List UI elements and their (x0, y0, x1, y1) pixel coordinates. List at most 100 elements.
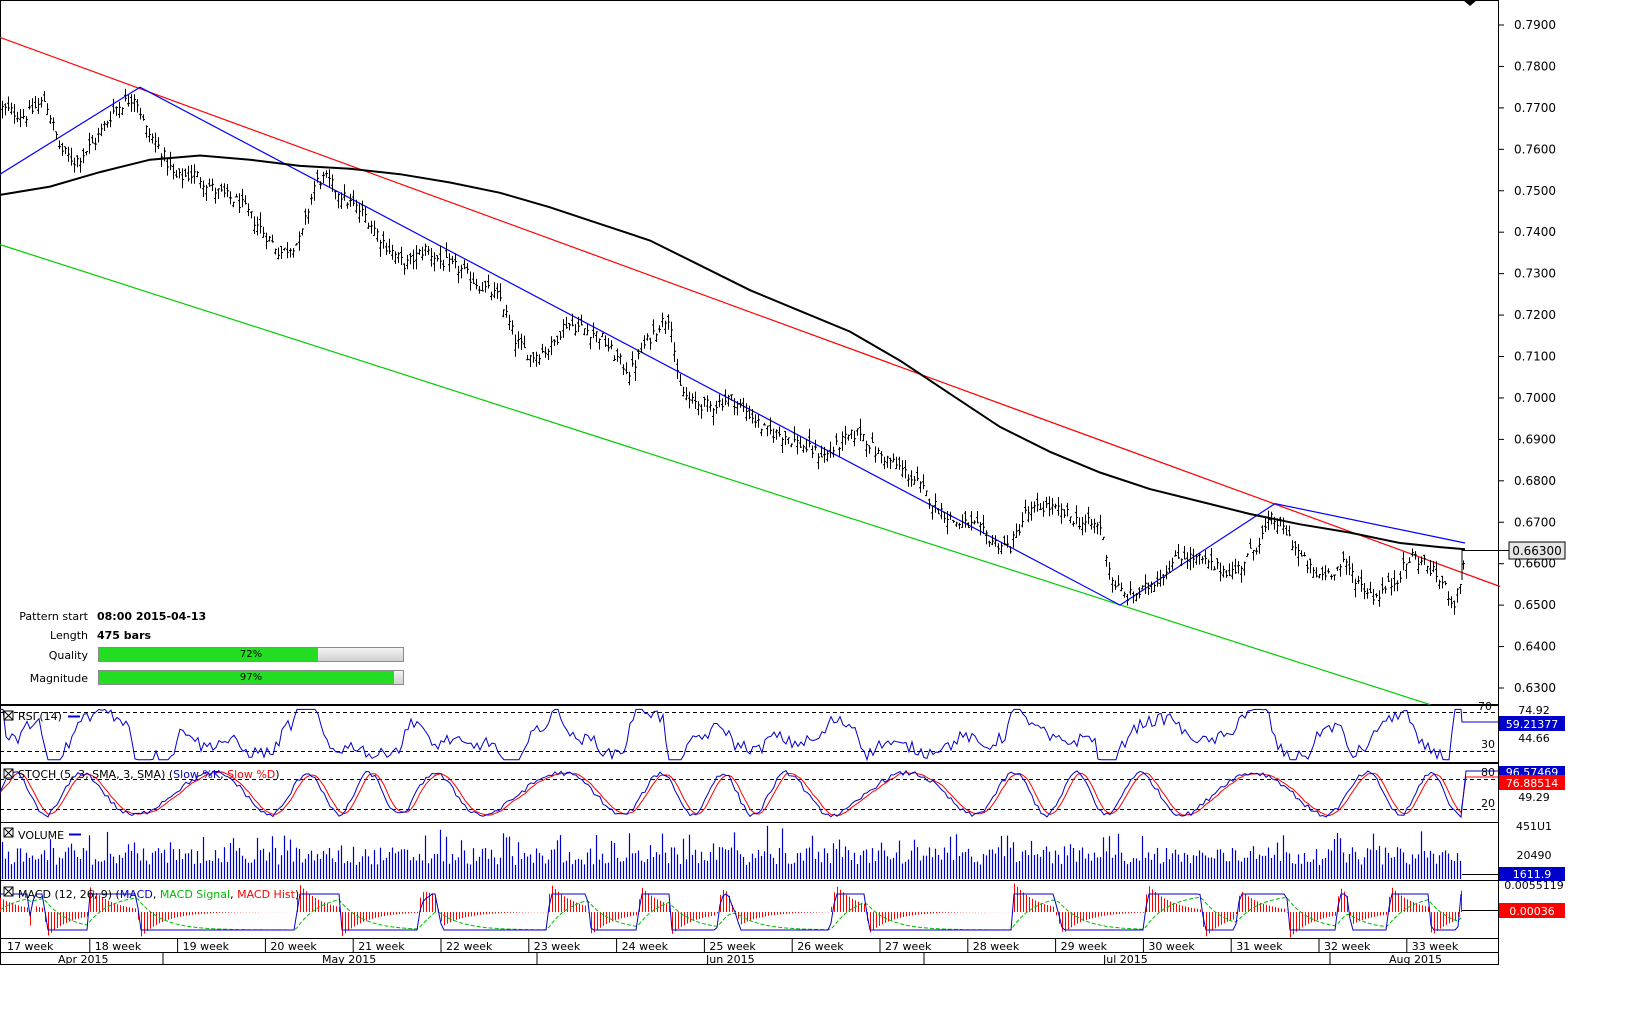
stoch-title-end: ) (275, 768, 279, 781)
rsi-last-box (1499, 716, 1565, 731)
rsi-level-upper-label: 70 (1478, 700, 1492, 713)
week-label: 27 week (885, 940, 932, 953)
rsi-close-icon-cross (3, 710, 14, 721)
week-label: 24 week (622, 940, 669, 953)
price-tick-label: 0.7300 (1514, 267, 1556, 281)
price-tick-label: 0.6900 (1514, 432, 1556, 446)
price-tick-label: 0.7100 (1514, 350, 1556, 364)
length-label: Length (50, 629, 88, 642)
sma-line (0, 154, 1466, 551)
magnitude-bar-fill (99, 671, 394, 684)
rsi-scale-top: 74.92 (1518, 704, 1550, 717)
price-axis: 0.7900 0.7800 0.7700 0.7600 0.7500 0.7400 0.73… (1498, 18, 1556, 695)
week-label: 25 week (709, 940, 756, 953)
price-tick-label: 0.6300 (1514, 681, 1556, 695)
price-tick-label: 0.7200 (1514, 308, 1556, 322)
price-bars (1, 88, 1465, 615)
month-label: Jun 2015 (705, 953, 755, 966)
macd-lines (0, 883, 1462, 938)
stoch-d-label: 76.88514 (1506, 777, 1559, 790)
week-label: 33 week (1412, 940, 1459, 953)
trendline-zigzag (0, 86, 1466, 606)
month-label: Jul 2015 (1102, 953, 1148, 966)
week-label: 31 week (1236, 940, 1283, 953)
week-axis: 17 week 18 week 19 week 20 week 21 week 22 we… (7, 939, 1459, 953)
rsi-line (0, 708, 1498, 762)
stoch-k-path (0, 769, 1498, 819)
quality-bar: 72% (98, 647, 404, 662)
pattern-start-label: Pattern start (19, 610, 88, 623)
rsi-panel-frame (0, 705, 1499, 763)
pattern-info-panel: Pattern start 08:00 2015-04-13 Length 47… (0, 606, 420, 696)
trendline-lower (0, 244, 1431, 706)
stoch-title-main: STOCH (5, 3, SMA, 3, SMA) ( (18, 768, 173, 781)
macd-title-end: ) (295, 888, 299, 901)
macd-title-macd: MACD (120, 888, 153, 901)
macd-last-box (1499, 903, 1565, 918)
trendlines (0, 36, 1501, 706)
week-label: 29 week (1061, 940, 1108, 953)
stoch-title-k: Slow %K (173, 768, 221, 781)
week-label: 32 week (1324, 940, 1371, 953)
rsi-level-lower-label: 30 (1481, 738, 1495, 751)
stoch-title: STOCH (5, 3, SMA, 3, SMA) (Slow %K, Slow… (18, 768, 280, 781)
week-label: 26 week (797, 940, 844, 953)
rsi-path (0, 708, 1498, 762)
stoch-close-icon-cross (3, 768, 14, 779)
sma-path (0, 154, 1466, 551)
month-label: May 2015 (322, 953, 376, 966)
price-tick-label: 0.7700 (1514, 101, 1556, 115)
magnitude-label: Magnitude (29, 672, 88, 685)
price-tick-label: 0.7800 (1514, 59, 1556, 73)
week-label: 21 week (358, 940, 405, 953)
month-label: Apr 2015 (58, 953, 109, 966)
scroll-arrow-icon[interactable] (1463, 0, 1477, 6)
macd-path (0, 893, 1462, 931)
trendline-upper (0, 36, 1501, 588)
price-tick-label: 0.6600 (1514, 557, 1556, 571)
week-label: 19 week (183, 940, 230, 953)
month-axis: Apr 2015 May 2015 Jun 2015 Jul 2015 Aug 2015 (58, 952, 1442, 966)
price-tick-label: 0.6700 (1514, 515, 1556, 529)
rsi-title: RSI (14) (18, 710, 62, 723)
last-price-box (1508, 541, 1566, 560)
stoch-lines (0, 769, 1498, 819)
price-tick-label: 0.6400 (1514, 640, 1556, 654)
quality-bar-fill (99, 648, 318, 661)
magnitude-bar-text: 97% (239, 672, 263, 683)
volume-last-label: 1611.9 (1513, 868, 1552, 881)
stoch-title-d: Slow %D (227, 768, 275, 781)
macd-close-icon-cross (3, 886, 14, 897)
macd-title-sep1: , (153, 888, 160, 901)
quality-label: Quality (48, 649, 88, 662)
macd-title: MACD (12, 26, 9) (MACD, MACD Signal, MAC… (18, 888, 299, 901)
stoch-scale-mid: 49.29 (1518, 791, 1550, 804)
stoch-title-sep: , (220, 768, 227, 781)
week-label: 22 week (446, 940, 493, 953)
macd-title-hist: MACD Hist (237, 888, 296, 901)
week-label: 30 week (1148, 940, 1195, 953)
pattern-start-value: 08:00 2015-04-13 (97, 610, 207, 623)
month-label: Aug 2015 (1389, 953, 1442, 966)
week-label: 20 week (270, 940, 317, 953)
macd-title-signal: MACD Signal (160, 888, 230, 901)
week-label: 28 week (973, 940, 1020, 953)
price-tick-label: 0.6500 (1514, 598, 1556, 612)
week-label: 17 week (7, 940, 54, 953)
rsi-last-label: 59.21377 (1506, 718, 1559, 731)
volume-bars (1, 825, 1462, 879)
macd-title-sep2: , (230, 888, 237, 901)
price-tick-label: 0.7600 (1514, 142, 1556, 156)
volume-title: VOLUME (18, 829, 64, 842)
magnitude-bar: 97% (98, 670, 404, 685)
week-label: 23 week (534, 940, 581, 953)
rsi-scale-mid: 44.66 (1518, 732, 1550, 745)
price-tick-label: 0.7900 (1514, 18, 1556, 32)
last-price-label: 0.66300 (1512, 544, 1562, 558)
price-tick-label: 0.7000 (1514, 391, 1556, 405)
volume-scale-top: 451U1 (1516, 820, 1552, 833)
quality-bar-text: 72% (239, 649, 263, 660)
time-axis-frame (0, 938, 1499, 965)
stoch-level-upper-label: 80 (1481, 766, 1495, 779)
